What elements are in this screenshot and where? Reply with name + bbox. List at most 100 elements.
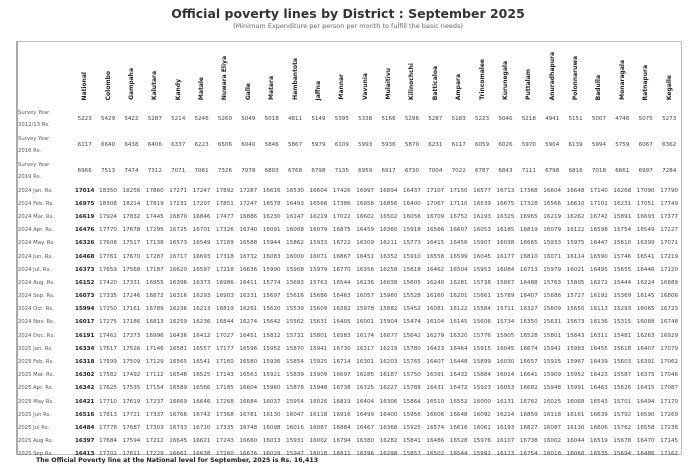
- column-header-label: Ampara: [455, 73, 463, 100]
- district-value-cell: 16986: [216, 279, 234, 286]
- district-value-cell: 15605: [403, 279, 421, 286]
- district-value-cell: 15899: [473, 359, 491, 366]
- column-header-label: Matale: [198, 76, 206, 100]
- national-value-cell: 16342: [74, 385, 95, 392]
- district-value-cell: 16725: [169, 227, 188, 234]
- district-value-cell: 6362: [662, 142, 677, 148]
- district-value-cell: 17318: [216, 253, 234, 260]
- district-value-cell: 7004: [428, 168, 443, 174]
- district-value-cell: 7061: [194, 168, 209, 174]
- district-value-cell: 16131: [496, 398, 515, 405]
- district-value-cell: 15954: [286, 398, 304, 405]
- district-value-cell: 16996: [145, 332, 164, 339]
- table-row: 2025 Jul Rs. 16484 17778 17687 17303 16733 167…: [17, 421, 681, 434]
- table-row: 2024 Jul. Rs. 16373 17659 17568 17187 16620 16…: [17, 263, 681, 276]
- row-label: 2024 Jul. Rs.: [18, 266, 52, 273]
- page-title: Official poverty lines by District : Sep…: [171, 6, 525, 21]
- district-value-cell: 15936: [262, 359, 281, 366]
- district-value-cell: 16733: [169, 424, 188, 431]
- district-value-cell: 16431: [426, 385, 445, 392]
- district-value-cell: 15925: [543, 359, 562, 366]
- national-value-cell: 6117: [77, 142, 92, 148]
- district-value-cell: 16014: [496, 372, 515, 379]
- district-value-cell: 16549: [636, 227, 655, 234]
- district-value-cell: 15801: [309, 332, 328, 339]
- district-value-cell: 16748: [239, 424, 258, 431]
- district-value-cell: 15763: [543, 279, 562, 286]
- district-value-cell: 16317: [356, 345, 375, 352]
- district-value-cell: 15948: [543, 385, 562, 392]
- district-value-cell: 16002: [543, 438, 562, 445]
- district-value-cell: 16201: [449, 293, 468, 300]
- district-value-cell: 5246: [194, 116, 209, 122]
- district-value-cell: 16789: [145, 306, 164, 313]
- district-value-cell: 17608: [99, 240, 117, 247]
- district-value-cell: 16136: [356, 279, 375, 286]
- district-value-cell: 16738: [332, 385, 351, 392]
- district-value-cell: 16268: [613, 187, 632, 194]
- district-value-cell: 16846: [192, 213, 211, 220]
- district-value-cell: 17702: [99, 451, 117, 458]
- district-value-cell: 15909: [543, 372, 562, 379]
- district-value-cell: 17129: [145, 359, 164, 366]
- district-value-cell: 5151: [568, 116, 583, 122]
- district-value-cell: 16597: [192, 266, 211, 273]
- district-value-cell: 16636: [239, 266, 258, 273]
- district-value-cell: 16068: [566, 398, 585, 405]
- district-value-cell: 16161: [566, 411, 585, 418]
- district-value-cell: 16894: [379, 187, 398, 194]
- district-value-cell: 15631: [543, 319, 562, 326]
- national-value-cell: 16619: [74, 213, 95, 220]
- table-row: 2025 Feb. Rs. 16318 17599 17509 17129 16565 16…: [17, 355, 681, 368]
- district-value-cell: 17243: [216, 438, 234, 445]
- district-value-cell: 16722: [332, 240, 351, 247]
- district-value-cell: 16122: [449, 306, 468, 313]
- table-row: 2024 Dec. Rs. 16191 17462 17373 16996 16436 16…: [17, 329, 681, 342]
- district-value-cell: 15642: [262, 319, 281, 326]
- national-value-cell: 16413: [74, 451, 95, 458]
- row-label: 2025 Aug Rs.: [18, 438, 54, 445]
- district-value-cell: 17892: [216, 187, 234, 194]
- district-value-cell: 17517: [122, 240, 141, 247]
- district-value-cell: 17509: [122, 359, 141, 366]
- district-value-cell: 17526: [122, 345, 141, 352]
- district-value-cell: 5904: [545, 142, 560, 148]
- district-value-cell: 16566: [309, 200, 328, 207]
- district-value-cell: 16415: [636, 385, 655, 392]
- district-value-cell: 16045: [496, 345, 515, 352]
- district-value-cell: 16621: [192, 438, 211, 445]
- national-value-cell: 16975: [74, 200, 95, 207]
- district-value-cell: 15763: [309, 279, 328, 286]
- district-value-cell: 16071: [543, 253, 562, 260]
- district-value-cell: 16000: [286, 253, 304, 260]
- district-value-cell: 18350: [99, 187, 117, 194]
- district-value-cell: 16325: [356, 385, 375, 392]
- district-value-cell: 17295: [145, 227, 164, 234]
- district-value-cell: 16107: [496, 438, 515, 445]
- district-value-cell: 5338: [358, 116, 373, 122]
- district-value-cell: 17154: [145, 385, 164, 392]
- district-value-cell: 16502: [426, 451, 445, 458]
- district-value-cell: 17287: [145, 253, 164, 260]
- poverty-lines-table: National Colombo Gampaha Kalutara Kandy Matal…: [17, 42, 681, 461]
- national-value-cell: 16421: [74, 398, 95, 405]
- district-value-cell: 16714: [332, 359, 351, 366]
- district-value-cell: 16018: [309, 451, 328, 458]
- column-header: National: [73, 42, 96, 106]
- district-value-cell: 16583: [332, 332, 351, 339]
- district-value-cell: 15765: [403, 359, 421, 366]
- district-value-cell: 15905: [496, 332, 515, 339]
- district-value-cell: 7071: [171, 168, 186, 174]
- district-value-cell: 18308: [99, 200, 117, 207]
- table-row: Survey Year 2016 Rs. 6117 6640 6438 6406 6337 6…: [17, 132, 681, 158]
- district-value-cell: 15975: [566, 240, 585, 247]
- district-value-cell: 15369: [613, 293, 632, 300]
- column-header-label: Kegalle: [665, 74, 673, 100]
- district-value-cell: 7078: [241, 168, 256, 174]
- row-label: 2025 Jan. Rs.: [18, 345, 53, 352]
- district-value-cell: 16350: [519, 319, 538, 326]
- national-value-cell: 5223: [77, 116, 92, 122]
- district-value-cell: 17161: [122, 306, 141, 313]
- national-value-cell: 16334: [74, 345, 95, 352]
- district-value-cell: 6640: [100, 142, 116, 148]
